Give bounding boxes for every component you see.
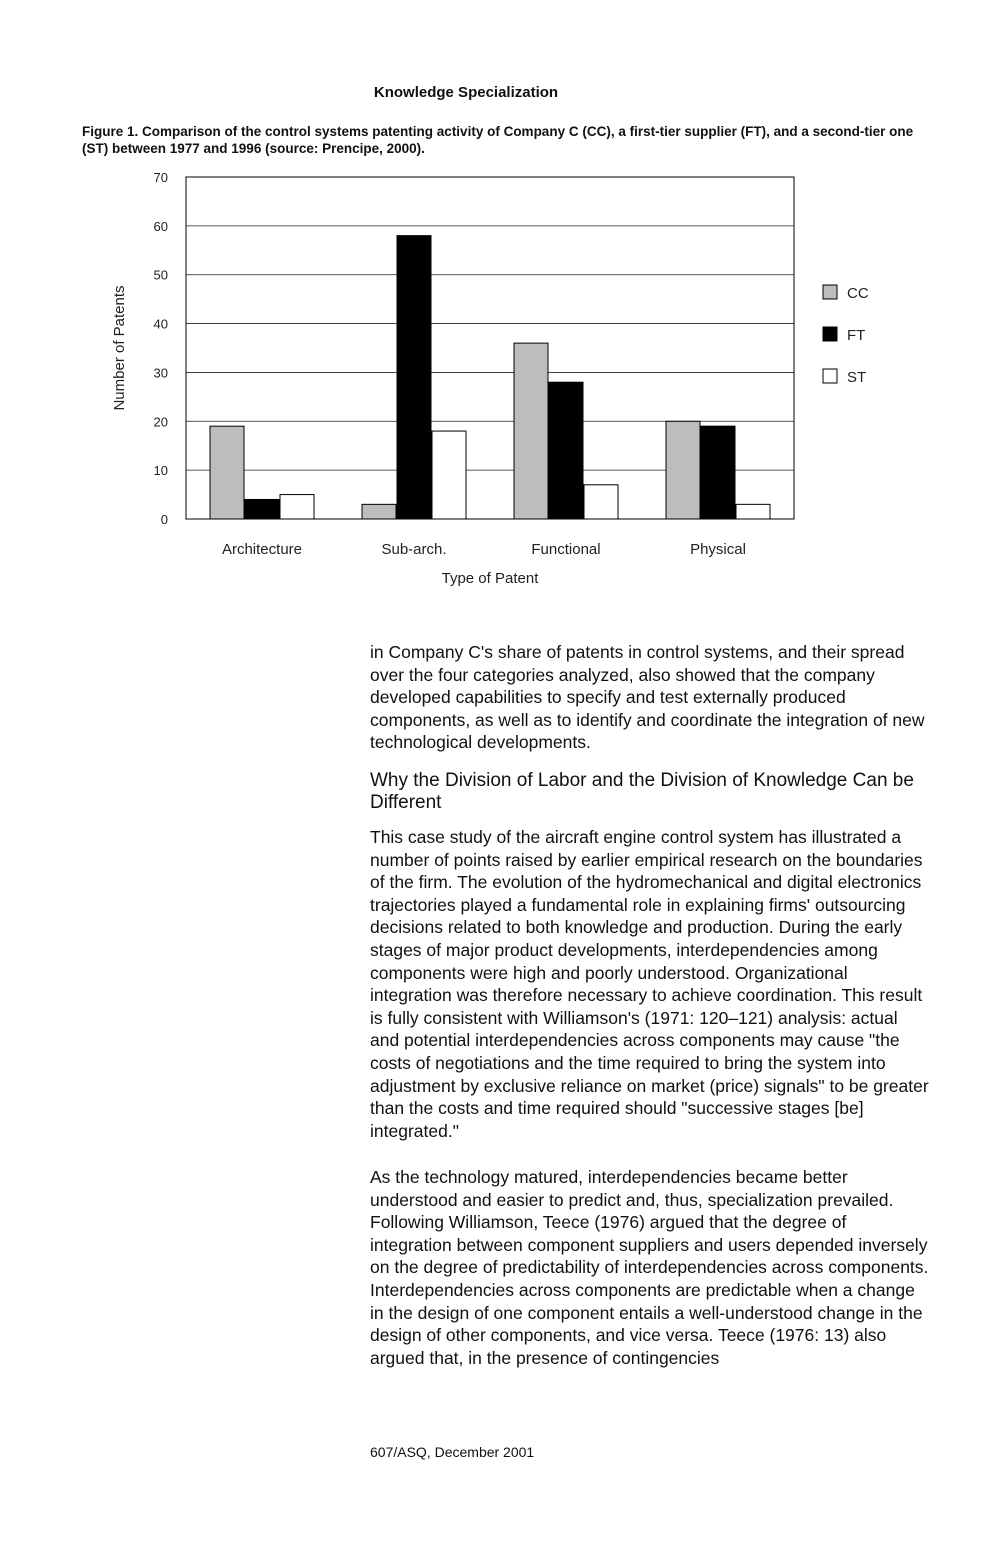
legend-swatch-cc bbox=[822, 284, 838, 300]
body-paragraph-1: in Company C's share of patents in contr… bbox=[370, 641, 930, 754]
paragraph-text: in Company C's share of patents in contr… bbox=[370, 642, 925, 753]
bar-cc bbox=[665, 420, 701, 520]
x-tick-label: Architecture bbox=[222, 541, 302, 558]
paragraph-text: As the technology matured, interdependen… bbox=[370, 1167, 929, 1368]
y-tick-label: 70 bbox=[154, 170, 168, 185]
figure-caption: Figure 1. Comparison of the control syst… bbox=[82, 124, 914, 156]
x-tick-label: Physical bbox=[690, 541, 746, 558]
y-tick-label: 40 bbox=[154, 317, 168, 332]
bar-st bbox=[279, 494, 315, 520]
bar-chart: 0 10 20 30 40 50 60 70 Architecture Sub-arch. Func… bbox=[111, 170, 869, 587]
x-axis-label: Type of Patent bbox=[442, 570, 540, 587]
bar-st bbox=[431, 430, 467, 520]
paragraph-text: This case study of the aircraft engine c… bbox=[370, 827, 929, 1141]
x-tick-label: Sub-arch. bbox=[381, 541, 446, 558]
bar-ft bbox=[396, 235, 432, 520]
y-axis-label: Number of Patents bbox=[111, 285, 128, 410]
y-tick-label: 30 bbox=[154, 365, 168, 380]
y-tick-label: 20 bbox=[154, 414, 168, 429]
body-paragraph-2: This case study of the aircraft engine c… bbox=[370, 826, 930, 1142]
x-tick-label: Functional bbox=[531, 541, 600, 558]
plot-frame bbox=[185, 176, 795, 520]
legend-label-cc: CC bbox=[847, 285, 869, 302]
bar-cc bbox=[209, 425, 245, 520]
bar-ft bbox=[548, 381, 584, 520]
y-tick-label: 50 bbox=[154, 268, 168, 283]
legend-label-st: ST bbox=[847, 369, 866, 386]
running-head: Knowledge Specialization bbox=[373, 84, 559, 101]
legend-label-ft: FT bbox=[847, 327, 865, 344]
bar-cc bbox=[361, 503, 397, 520]
bar-ft bbox=[700, 425, 736, 520]
bar-cc bbox=[513, 342, 549, 520]
section-heading: Why the Division of Labor and the Divisi… bbox=[370, 770, 914, 813]
legend-swatch-ft bbox=[822, 326, 838, 342]
bar-st bbox=[735, 503, 771, 520]
legend-swatch-st bbox=[822, 368, 838, 384]
y-tick-label: 0 bbox=[161, 512, 168, 527]
bar-ft bbox=[244, 498, 280, 520]
bar-st bbox=[583, 484, 619, 520]
y-tick-label: 60 bbox=[154, 219, 168, 234]
body-paragraph-3: As the technology matured, interdependen… bbox=[370, 1166, 930, 1369]
y-tick-label: 10 bbox=[154, 463, 168, 478]
page-footer: 607/ASQ, December 2001 bbox=[370, 1444, 535, 1460]
